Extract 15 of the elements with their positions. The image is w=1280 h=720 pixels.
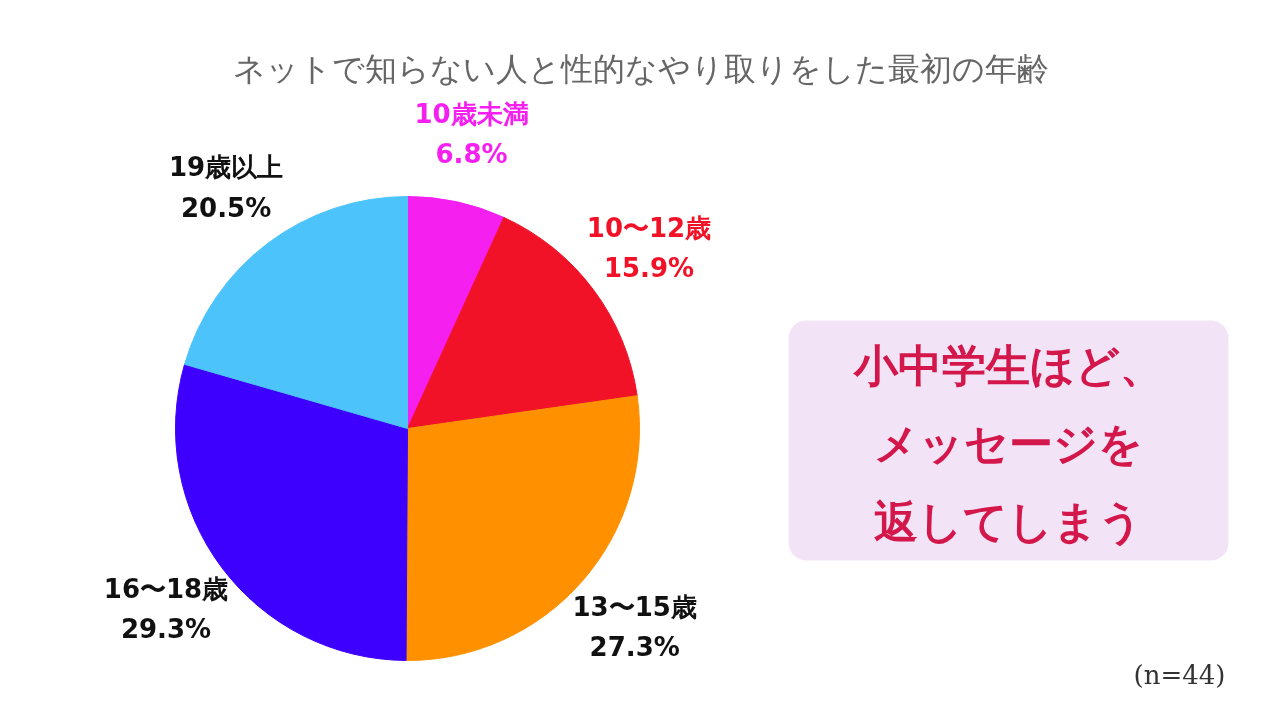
text: (n=44) bbox=[1133, 659, 1226, 690]
data-label: 6.8% bbox=[435, 139, 508, 170]
text: 小中学生ほど、 bbox=[851, 340, 1164, 391]
slice-label: 10〜12歳 bbox=[586, 212, 712, 243]
slice-label: 10歳未満 bbox=[414, 98, 529, 129]
slice-label: 16〜18歳 bbox=[103, 573, 229, 604]
slice-label: 19歳以上 bbox=[169, 152, 284, 183]
text: 返してしまう bbox=[874, 496, 1143, 547]
slice-label: 13〜15歳 bbox=[572, 591, 697, 622]
data-label: 20.5% bbox=[181, 192, 272, 223]
chart-title: ネットで知らない人と性的なやり取りをした最初の年齢 bbox=[232, 49, 1049, 88]
data-label: 27.3% bbox=[589, 632, 680, 663]
data-label: 29.3% bbox=[120, 614, 212, 645]
data-label: 15.9% bbox=[603, 253, 695, 284]
text: メッセージを bbox=[874, 418, 1143, 469]
